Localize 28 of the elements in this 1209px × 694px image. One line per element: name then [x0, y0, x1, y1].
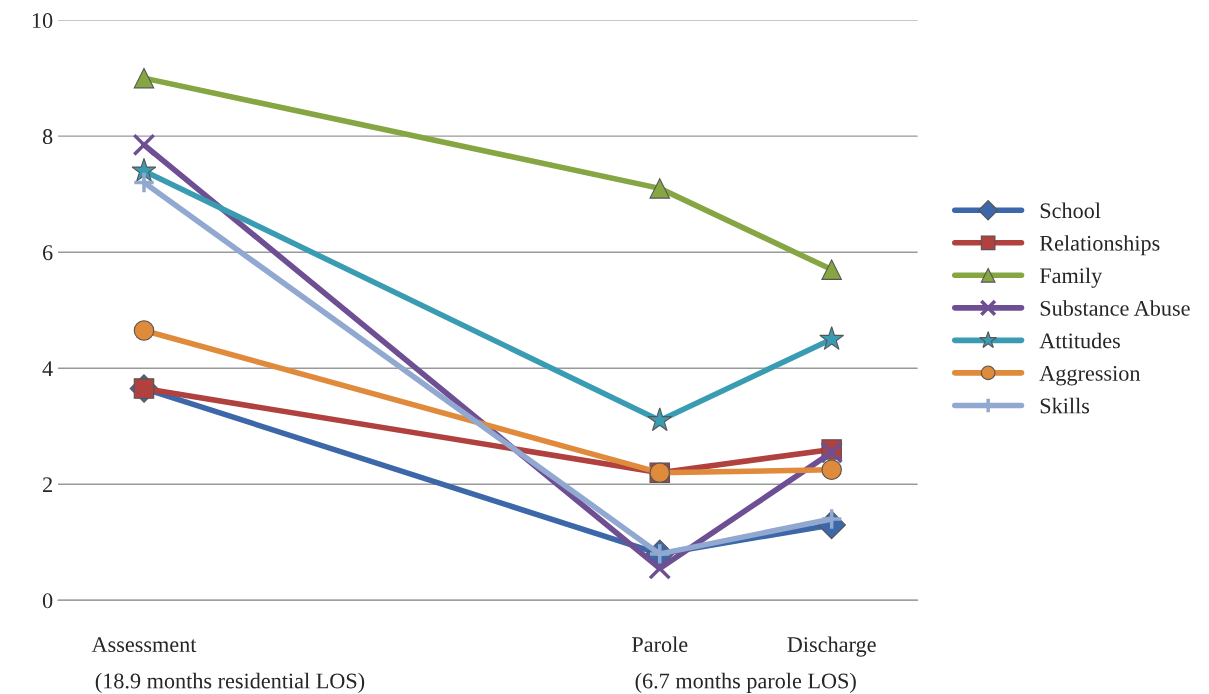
point — [821, 459, 842, 481]
x-tick-label: Parole — [632, 636, 688, 653]
point — [819, 326, 845, 350]
y-tick-label: 6 — [43, 245, 53, 261]
legend-label: Family — [1039, 267, 1103, 288]
point — [649, 178, 671, 199]
point — [648, 556, 672, 580]
y-tick-label: 0 — [42, 593, 53, 609]
x-tick-label: Assessment — [91, 637, 197, 653]
legend-label: Skills — [1040, 397, 1090, 414]
point — [132, 133, 156, 157]
y-tick-label: 4 — [42, 361, 53, 376]
point — [132, 171, 156, 195]
point — [133, 67, 155, 89]
legend-label: Relationships — [1039, 235, 1160, 256]
point — [647, 407, 673, 432]
x-tick-label: Discharge — [787, 636, 876, 657]
y-tick-label: 2 — [43, 477, 52, 492]
y-tick-label: 8 — [42, 129, 53, 145]
point — [821, 259, 842, 280]
text: (6.7 months parole LOS) — [635, 672, 856, 693]
legend-label: Aggression — [1039, 365, 1141, 386]
legend-label: Attitudes — [1039, 332, 1120, 349]
point — [133, 320, 155, 341]
y-tick-label: 10 — [32, 13, 53, 29]
legend-label: School — [1040, 202, 1101, 219]
text: (18.9 months residential LOS) — [95, 672, 365, 693]
legend-label: Substance Abuse — [1040, 300, 1190, 316]
